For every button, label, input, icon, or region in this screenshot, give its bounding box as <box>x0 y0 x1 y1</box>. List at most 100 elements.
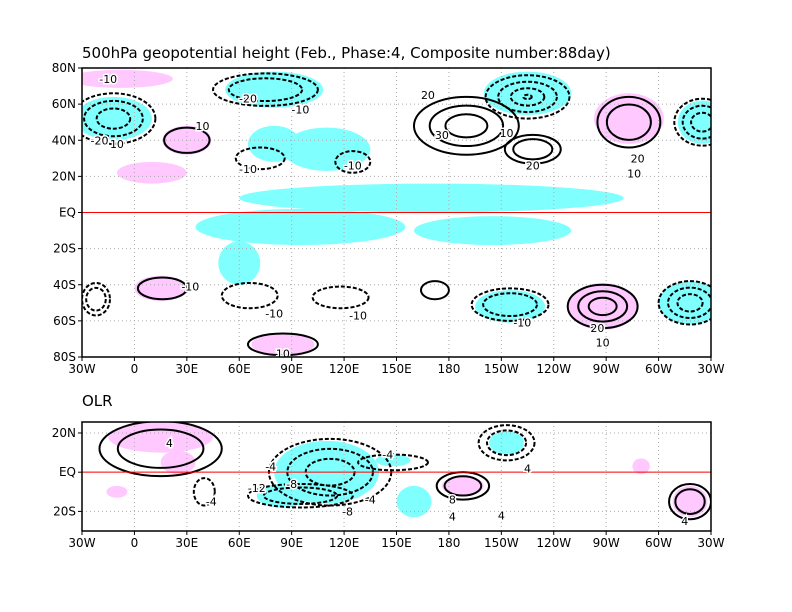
negative-contour <box>522 93 533 101</box>
contour-label: 10 <box>500 127 514 140</box>
lat-tick-label: 80S <box>53 350 76 364</box>
lon-tick-label: 0 <box>131 536 139 550</box>
negative-anomaly-shading <box>658 281 711 325</box>
contour-label: -10 <box>181 281 199 294</box>
lat-tick-label: 20S <box>53 242 76 256</box>
negative-contour <box>482 292 538 317</box>
negative-contour <box>82 281 111 317</box>
contour-label: 20 <box>631 152 645 165</box>
contour-label: 20 <box>526 160 540 173</box>
negative-contour <box>357 453 429 472</box>
positive-contour <box>163 126 211 154</box>
negative-anomaly-shading <box>218 241 261 285</box>
negative-anomaly-shading <box>483 71 572 115</box>
lat-tick-label: 20S <box>53 504 76 518</box>
lat-tick-label: 20N <box>52 426 76 440</box>
contour-label: 4 <box>681 515 688 528</box>
lon-tick-label: 30W <box>68 362 95 376</box>
contour-label: 10 <box>627 167 641 180</box>
positive-contour <box>674 488 706 515</box>
negative-contour <box>212 72 319 107</box>
contour-label: -20 <box>90 134 108 147</box>
negative-anomaly-shading <box>489 431 525 455</box>
negative-anomaly-shading <box>475 290 546 323</box>
lon-tick-label: 150E <box>381 362 412 376</box>
lon-tick-label: 90W <box>593 362 620 376</box>
lon-tick-label: 0 <box>131 362 139 376</box>
lon-tick-label: 60E <box>228 536 251 550</box>
negative-contour <box>246 482 354 509</box>
lat-tick-label: 60S <box>53 314 76 328</box>
positive-contour <box>246 332 319 357</box>
positive-contour <box>443 475 483 497</box>
lat-tick-label: EQ <box>59 206 76 220</box>
negative-contour <box>234 146 286 171</box>
upper-map-title: 500hPa geopotential height (Feb., Phase:… <box>82 44 611 62</box>
negative-contour <box>85 286 107 312</box>
positive-anomaly-shading <box>593 93 664 144</box>
positive-contour <box>605 103 652 141</box>
negative-anomaly-shading <box>225 71 324 108</box>
lon-tick-label: 150W <box>484 536 519 550</box>
contour-label: 20 <box>590 322 604 335</box>
negative-anomaly-shading <box>677 100 711 144</box>
positive-anomaly-shading <box>108 422 214 453</box>
lon-tick-label: 60W <box>645 362 672 376</box>
contour-label: 30 <box>435 129 449 142</box>
negative-contour <box>95 107 132 130</box>
contour-label: -10 <box>99 73 117 86</box>
positive-anomaly-shading <box>632 458 650 475</box>
positive-contour <box>98 422 223 478</box>
positive-anomaly-shading <box>82 69 173 88</box>
positive-contour <box>136 276 188 301</box>
map-content: 4 -4 -4 -12 -8 -4 -4 -8 8 4 4 4 4 <box>82 422 711 531</box>
contour-label: 10 <box>276 347 290 360</box>
lat-tick-label: 60N <box>52 97 76 111</box>
lon-tick-label: 120E <box>329 536 360 550</box>
negative-contour <box>477 424 536 462</box>
positive-contour <box>577 290 629 323</box>
lon-tick-label: 180 <box>437 362 460 376</box>
negative-contour <box>681 104 711 140</box>
lon-tick-label: 90E <box>280 536 303 550</box>
contour-label: 10 <box>110 138 124 151</box>
positive-contour <box>428 104 505 148</box>
contour-label: -12 <box>248 482 266 495</box>
negative-contour <box>667 286 711 319</box>
lat-tick-label: 40N <box>52 133 76 147</box>
negative-contour <box>83 99 144 138</box>
lon-tick-label: 120W <box>536 536 571 550</box>
contour-label: -10 <box>265 308 283 321</box>
negative-anomaly-shading <box>396 485 432 518</box>
lon-tick-label: 30E <box>175 536 198 550</box>
contour-label: -8 <box>342 505 353 518</box>
contour-label: -20 <box>239 93 257 106</box>
lon-tick-label: 120E <box>329 362 360 376</box>
negative-contour <box>220 281 279 310</box>
lon-tick-label: 180 <box>437 536 460 550</box>
negative-anomaly-shading <box>239 183 624 213</box>
negative-contour <box>690 111 711 133</box>
negative-anomaly-shading <box>256 483 310 508</box>
positive-contour <box>116 428 205 469</box>
negative-contour <box>509 87 546 107</box>
contour-label: -4 <box>206 496 217 509</box>
contour-label: -10 <box>349 309 367 322</box>
contour-label: 4 <box>498 509 505 522</box>
contour-label: -10 <box>513 317 531 330</box>
lon-tick-label: 150E <box>381 536 412 550</box>
lat-tick-label: 20N <box>52 169 76 183</box>
positive-anomaly-shading <box>672 485 708 518</box>
lon-tick-label: 120W <box>536 362 571 376</box>
positive-contour <box>596 95 662 149</box>
negative-contour <box>673 97 711 147</box>
negative-contour <box>676 293 704 313</box>
negative-contour <box>334 150 372 174</box>
negative-contour <box>192 477 216 507</box>
negative-contour <box>227 77 304 103</box>
lon-tick-label: 60W <box>645 536 672 550</box>
lon-tick-label: 90W <box>593 536 620 550</box>
negative-anomaly-shading <box>413 216 572 246</box>
positive-contour <box>512 138 554 161</box>
